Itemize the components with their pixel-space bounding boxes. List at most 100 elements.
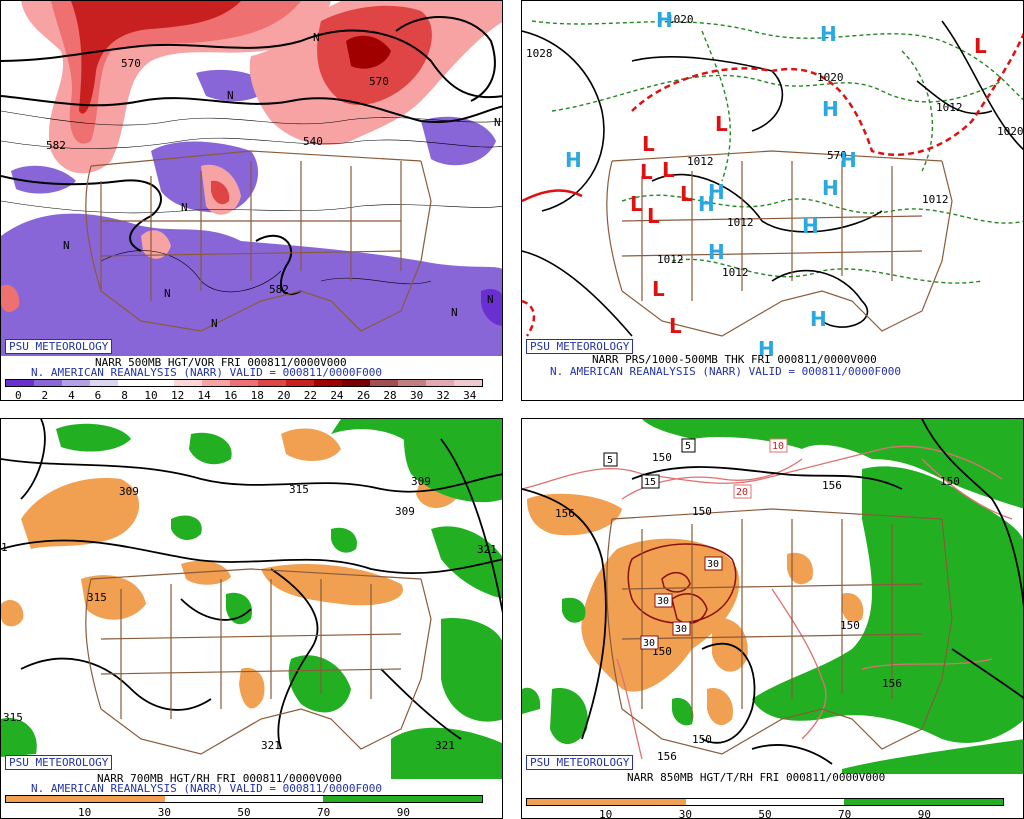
temperature-box: 30 (654, 593, 673, 608)
temperature-box: 5 (681, 438, 696, 453)
color-legend-bar (526, 798, 1004, 806)
political-borders (606, 150, 953, 337)
vorticity-marker: N (451, 306, 458, 319)
svg-text:30: 30 (675, 624, 687, 635)
psu-credit-box: PSU METEOROLOGY (526, 339, 634, 354)
legend-ticks: 10 30 50 70 90 (5, 806, 483, 818)
color-legend-bar (5, 795, 483, 803)
legend-tick-label: 6 (94, 389, 102, 401)
contour-label: 150 (692, 733, 712, 746)
vorticity-high-region (71, 1, 241, 114)
contour-label: 156 (555, 507, 575, 520)
color-legend-bar (5, 379, 483, 387)
high-center: H (822, 176, 839, 200)
contour-label: 309 (119, 485, 139, 498)
low-center: L (647, 204, 660, 228)
map-valid-line: N. AMERICAN REANALYSIS (NARR) VALID = 00… (31, 366, 382, 379)
low-center: L (630, 192, 643, 216)
legend-tick-label: 50 (237, 806, 251, 819)
legend-swatch (6, 380, 34, 386)
legend-swatch (62, 380, 90, 386)
legend-tick-label: 34 (463, 389, 477, 401)
legend-tick-label: 90 (917, 808, 931, 819)
political-borders (85, 150, 432, 332)
legend-tick-label: 70 (317, 806, 331, 819)
thickness-570-line (631, 32, 1023, 156)
isobar-label: 1020 (817, 71, 844, 84)
psu-credit-box: PSU METEOROLOGY (5, 339, 113, 354)
vorticity-markers: N N N N N N N N N (63, 31, 501, 330)
vorticity-low-region (481, 289, 502, 326)
temperature-box: 10 (769, 438, 788, 453)
svg-text:30: 30 (707, 559, 719, 570)
legend-tick-label: 10 (144, 389, 158, 401)
thickness-label: 570 (827, 149, 847, 162)
vorticity-marker: N (63, 239, 70, 252)
vorticity-high-region (211, 180, 230, 205)
legend-swatch (34, 380, 62, 386)
legend-swatch (426, 380, 454, 386)
vorticity-high-region (1, 284, 20, 313)
contour-label: 156 (882, 677, 902, 690)
high-center: H (708, 240, 725, 264)
high-center: H (810, 307, 827, 331)
map-valid-line: N. AMERICAN REANALYSIS (NARR) VALID = 00… (550, 365, 901, 378)
vorticity-low-region (421, 116, 496, 166)
legend-tick-label: 90 (396, 806, 410, 819)
thickness-576-line (522, 189, 583, 203)
legend-swatch (764, 799, 845, 805)
legend-tick-label: 30 (157, 806, 171, 819)
contour-label: 315 (87, 591, 107, 604)
vorticity-marker: N (211, 317, 218, 330)
temperature-box: 30 (672, 621, 691, 636)
legend-tick-label: 28 (383, 389, 397, 401)
legend-swatch (85, 796, 165, 802)
legend-tick-label: 0 (14, 389, 22, 401)
low-center: L (662, 158, 675, 182)
legend-swatch (323, 796, 403, 802)
vorticity-low-region (1, 213, 502, 356)
political-borders (606, 508, 953, 755)
legend-tick-label: 4 (68, 389, 75, 401)
vorticity-high-region (346, 35, 391, 69)
isobar-label: 1012 (727, 216, 754, 229)
legend-swatch (844, 799, 924, 805)
svg-text:10: 10 (772, 441, 784, 452)
legend-swatch (146, 380, 174, 386)
legend-tick-label: 8 (121, 389, 128, 401)
temperature-boxes: 5 5 15 10 20 30 30 30 30 (603, 438, 788, 650)
high-center: H (820, 22, 837, 46)
temperature-box: 15 (641, 474, 660, 489)
vorticity-marker: N (164, 287, 171, 300)
high-center: H (802, 214, 819, 238)
contour-label: 156 (657, 750, 677, 763)
svg-text:5: 5 (685, 441, 691, 452)
legend-swatch (342, 380, 370, 386)
legend-swatch (454, 380, 482, 386)
contour-label: 582 (46, 139, 66, 152)
legend-swatch (118, 380, 146, 386)
legend-swatch (6, 796, 86, 802)
legend-tick-label: 16 (224, 389, 238, 401)
map-title-line: NARR 850MB HGT/T/RH FRI 000811/0000V000 (627, 771, 886, 784)
legend-swatch (174, 380, 202, 386)
map-title-line: NARR PRS/1000-500MB THK FRI 000811/0000V… (592, 353, 877, 366)
svg-text:30: 30 (657, 596, 669, 607)
high-center: H (565, 148, 582, 172)
vorticity-marker: N (313, 31, 320, 44)
low-center: L (680, 182, 693, 206)
vorticity-marker: N (181, 201, 188, 214)
contour-label: 321 (477, 543, 497, 556)
legend-tick-label: 2 (41, 389, 49, 401)
high-center: H (822, 97, 839, 121)
contour-label: 309 (395, 505, 415, 518)
temperature-850-map: 156 150 150 150 156 150 150 156 150 156 … (522, 419, 1023, 774)
legend-tick-label: 22 (303, 389, 317, 401)
legend-tick-label: 18 (250, 389, 264, 401)
map-title-line: NARR 500MB HGT/VOR FRI 000811/0000V000 (95, 356, 347, 369)
legend-tick-label: 20 (277, 389, 291, 401)
legend-swatch (402, 796, 482, 802)
svg-text:5: 5 (607, 455, 613, 466)
thickness-contours (531, 20, 1023, 284)
vorticity-marker: N (487, 293, 494, 306)
